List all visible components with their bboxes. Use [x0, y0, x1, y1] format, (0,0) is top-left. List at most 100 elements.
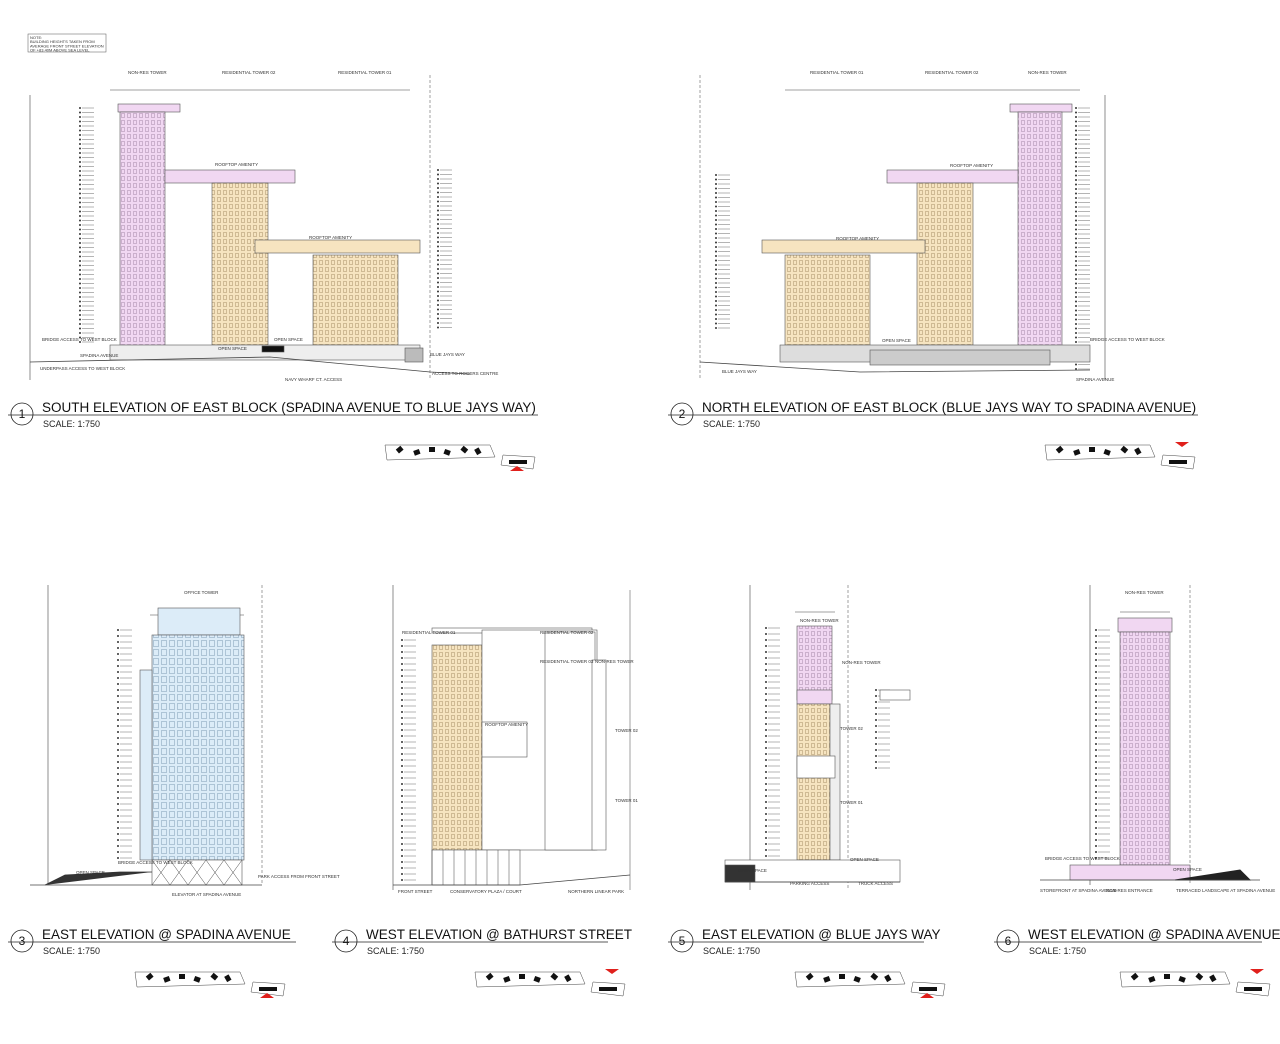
key-block — [210, 972, 219, 981]
level-marker — [117, 821, 119, 823]
level-marker — [715, 174, 717, 176]
level-marker — [437, 259, 439, 261]
level-marker — [117, 671, 119, 673]
level-marker — [1075, 318, 1077, 321]
level-marker — [117, 749, 119, 751]
level-marker — [1095, 821, 1097, 823]
callout-label: OPEN SPACE — [1173, 867, 1202, 872]
level-marker — [715, 322, 717, 325]
level-marker — [437, 169, 439, 171]
level-marker — [437, 178, 439, 180]
level-marker — [765, 675, 767, 677]
level-marker — [79, 332, 81, 334]
level-marker — [437, 272, 439, 275]
level-marker — [79, 143, 81, 145]
level-marker — [1075, 246, 1077, 249]
level-marker — [765, 663, 767, 665]
level-marker — [437, 232, 439, 234]
key-block — [395, 445, 404, 454]
level-marker — [437, 295, 439, 297]
level-marker — [437, 218, 439, 221]
level-marker — [1095, 785, 1097, 787]
elevation-title: NORTH ELEVATION OF EAST BLOCK (BLUE JAYS… — [702, 400, 1196, 415]
building-part — [784, 254, 871, 346]
level-marker — [1095, 791, 1097, 793]
level-marker — [117, 689, 119, 691]
level-marker — [1095, 635, 1097, 637]
scale-label: SCALE: 1:750 — [43, 946, 100, 956]
level-marker — [117, 755, 119, 757]
level-marker — [401, 819, 403, 821]
title-number: 3 — [19, 934, 26, 948]
level-marker — [117, 695, 119, 697]
level-marker — [117, 785, 119, 787]
level-marker — [1095, 833, 1097, 835]
level-marker — [875, 701, 877, 703]
level-marker — [437, 263, 439, 266]
level-marker — [401, 867, 403, 869]
level-marker — [401, 639, 403, 641]
key-block — [259, 987, 277, 991]
callout-label: OPEN SPACE — [882, 338, 911, 343]
level-marker — [79, 210, 81, 213]
callout-label: TOWER 01 — [840, 800, 863, 805]
level-marker — [437, 250, 439, 252]
callout-label: NON-RES TOWER — [800, 618, 839, 623]
level-marker — [715, 300, 717, 302]
level-marker — [79, 215, 81, 217]
level-marker — [401, 837, 403, 839]
key-block — [503, 975, 511, 983]
level-marker — [875, 737, 877, 739]
level-marker — [79, 156, 81, 159]
title-badge — [996, 929, 1020, 953]
building-part — [481, 721, 528, 758]
level-marker — [437, 205, 439, 207]
level-marker — [437, 227, 439, 230]
level-marker — [79, 273, 81, 276]
level-marker — [117, 713, 119, 715]
level-marker — [765, 801, 767, 803]
building-part — [211, 182, 269, 346]
building-part — [139, 669, 153, 861]
level-marker — [401, 645, 403, 647]
key-plan — [474, 971, 586, 988]
key-block — [1073, 448, 1081, 456]
callout-label: ROOFTOP AMENITY — [215, 162, 258, 167]
level-marker — [117, 779, 119, 781]
level-marker — [401, 873, 403, 875]
level-marker — [437, 173, 439, 176]
level-marker — [79, 183, 81, 186]
level-marker — [765, 729, 767, 731]
callout-label: UNDERPASS ACCESS TO WEST BLOCK — [40, 366, 125, 371]
level-marker — [1095, 773, 1097, 775]
level-marker — [715, 210, 717, 212]
level-marker — [765, 717, 767, 719]
level-marker — [79, 255, 81, 258]
level-marker — [1075, 332, 1077, 334]
level-marker — [1075, 210, 1077, 213]
level-marker — [1095, 845, 1097, 847]
building-part — [254, 239, 421, 254]
callout-label: BLUE JAYS WAY — [722, 369, 757, 374]
key-block — [870, 972, 879, 981]
scale-label: SCALE: 1:750 — [1029, 946, 1086, 956]
level-marker — [437, 290, 439, 293]
level-marker — [765, 741, 767, 743]
title-number: 5 — [679, 934, 686, 948]
level-marker — [1095, 629, 1097, 631]
key-block — [1169, 460, 1187, 464]
level-marker — [1075, 192, 1077, 195]
level-marker — [1075, 116, 1077, 118]
building-part — [312, 254, 399, 346]
title-number: 2 — [679, 407, 686, 421]
level-marker — [715, 327, 717, 329]
key-block — [224, 974, 232, 983]
building-part — [886, 169, 1019, 184]
level-marker — [1095, 767, 1097, 769]
callout-label: STOREFRONT AT SPADINA AVENUE — [1040, 888, 1117, 893]
callout-label: CONSERVATORY PLAZA / COURT — [450, 889, 522, 894]
callout-label: NON-RES TOWER — [842, 660, 881, 665]
level-marker — [79, 309, 81, 312]
level-marker — [765, 831, 767, 833]
